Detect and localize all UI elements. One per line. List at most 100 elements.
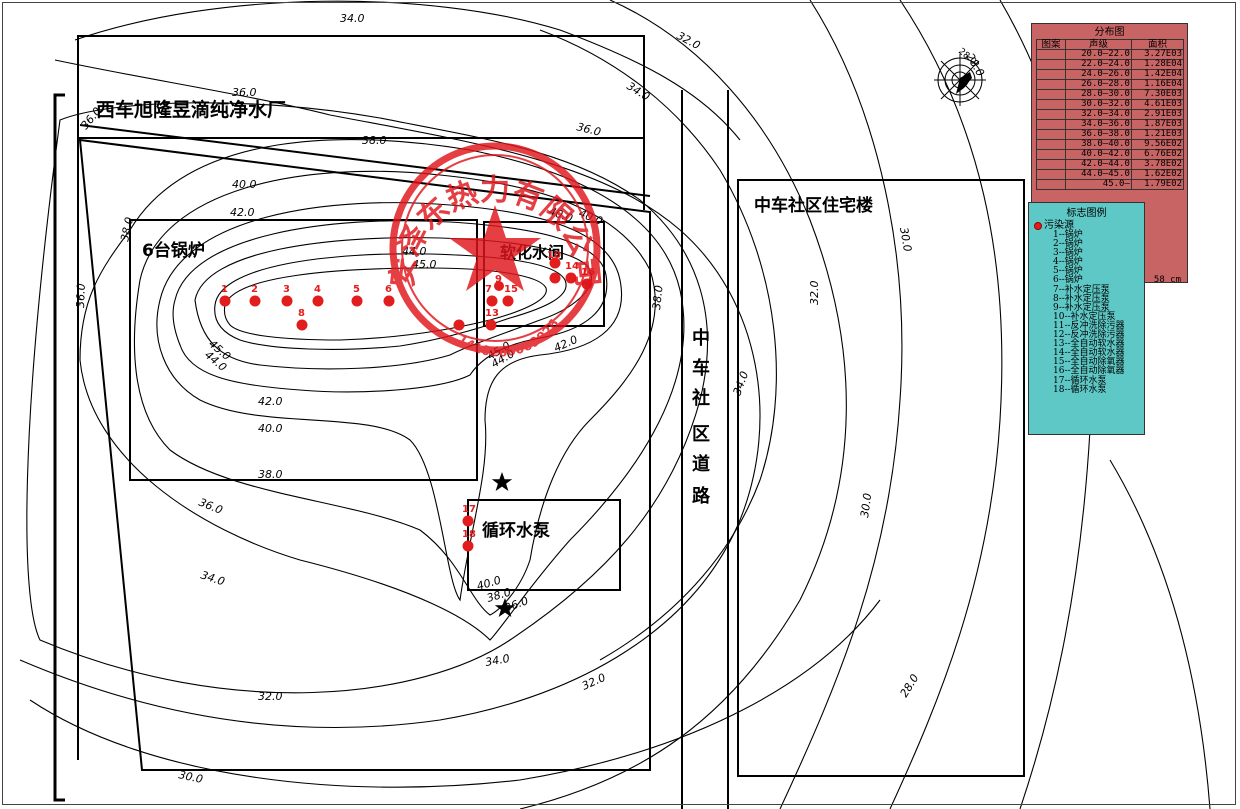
area-value: 1.16E04 <box>1130 79 1185 90</box>
level-range: 34.0—36.0 <box>1065 119 1132 130</box>
source-number: 6 <box>385 284 392 295</box>
contour-line <box>889 0 1003 809</box>
source-number: 9 <box>495 274 502 285</box>
building-labels: 西车旭隆昱滴纯净水厂 6台锅炉 软化水间 循环水泵 中车社区住宅楼 中 车 社 … <box>96 98 873 541</box>
contour-label: 36.0 <box>197 496 225 517</box>
level-range: 45.0— <box>1065 179 1132 190</box>
source-number: 4 <box>314 284 321 295</box>
source-point: 1 <box>219 284 231 307</box>
area-value: 3.78E02 <box>1130 159 1185 170</box>
legend-panel: 标志图例 污染源 1--锅炉 2--锅炉 3--锅炉 4--锅炉 5--锅炉 6--锅炉 7… <box>1028 202 1145 435</box>
star-marker-icon <box>494 598 516 617</box>
source-number: 18 <box>462 529 476 540</box>
area-value: 1.21E03 <box>1130 129 1185 140</box>
distribution-row: 26.0—28.0 1.16E04 <box>1036 79 1185 90</box>
area-value: 4.61E03 <box>1130 99 1185 110</box>
level-range: 32.0—34.0 <box>1065 109 1132 120</box>
contour-label: 38.0 <box>118 216 136 243</box>
legend-item: 2--锅炉 <box>1053 239 1083 250</box>
legend-item: 4--锅炉 <box>1053 257 1083 268</box>
legend-item: 7--补水定压泵 <box>1053 284 1110 295</box>
area-value: 2.91E03 <box>1130 109 1185 120</box>
source-number: 3 <box>283 284 290 295</box>
pattern-swatch <box>1036 79 1066 90</box>
source-point: 5 <box>351 284 363 307</box>
level-range: 30.0—32.0 <box>1065 99 1132 110</box>
contour-line <box>19 59 761 729</box>
distribution-title: 分布图 <box>1094 27 1125 38</box>
boiler-room-label: 6台锅炉 <box>142 240 205 261</box>
contour-label: 42.0 <box>230 206 255 219</box>
contour-line <box>74 0 741 141</box>
pattern-swatch <box>1036 169 1066 180</box>
legend-item: 12--反冲洗除污器 <box>1053 330 1125 341</box>
header-area: 面积 <box>1130 39 1185 50</box>
source-dot-icon <box>1034 221 1042 230</box>
contour-line <box>519 0 847 809</box>
contour-label: 30.0 <box>177 768 204 786</box>
star-marker-icon <box>491 472 513 491</box>
road-char: 路 <box>692 485 711 507</box>
area-value: 1.42E04 <box>1130 69 1185 80</box>
water-plant-label: 西车旭隆昱滴纯净水厂 <box>96 98 286 121</box>
contour-label: 32.0 <box>258 690 283 703</box>
distribution-row: 24.0—26.0 1.42E04 <box>1036 69 1185 80</box>
contour-line <box>214 253 567 350</box>
contour-line <box>223 267 547 341</box>
contour-label: 32.0 <box>808 281 821 306</box>
contour-label: 34.0 <box>624 80 652 104</box>
area-value: 6.76E02 <box>1130 149 1185 160</box>
contour-label: 42.0 <box>258 395 283 408</box>
source-point: 17 <box>462 504 476 527</box>
legend-item: 14--全自动软水器 <box>1053 348 1125 359</box>
level-range: 42.0—44.0 <box>1065 159 1132 170</box>
area-value: 3.27E03 <box>1130 49 1185 60</box>
source-number: 1 <box>221 284 228 295</box>
residential-outline <box>737 179 1025 777</box>
legend-item: 9--补水定压泵 <box>1053 302 1110 313</box>
legend-item: 3--锅炉 <box>1053 248 1083 259</box>
source-point: 3 <box>281 284 293 307</box>
level-range: 24.0—26.0 <box>1065 69 1132 80</box>
level-range: 26.0—28.0 <box>1065 79 1132 90</box>
stamp-star-icon <box>449 205 541 291</box>
building-outlines <box>53 35 1025 809</box>
source-point: 14 <box>565 261 579 284</box>
contour-label: 40.0 <box>475 574 502 593</box>
contour-label: 40.0 <box>232 178 257 191</box>
distribution-row: 36.0—38.0 1.21E03 <box>1036 129 1185 140</box>
pattern-swatch <box>1036 179 1066 190</box>
level-range: 38.0—40.0 <box>1065 139 1132 150</box>
source-point: 7 <box>485 284 498 307</box>
area-value: 9.56E02 <box>1130 139 1185 150</box>
source-point: 9 <box>494 274 504 291</box>
source-point: 12 <box>549 272 561 284</box>
pattern-swatch <box>1036 149 1066 160</box>
contour-line <box>156 202 622 602</box>
source-number: 15 <box>504 284 518 295</box>
source-point: 13 <box>485 308 499 331</box>
source-number: 16 <box>581 267 595 278</box>
monitoring-points <box>491 472 516 617</box>
level-range: 40.0—42.0 <box>1065 149 1132 160</box>
contour-label: 28.0 <box>898 672 922 700</box>
pattern-swatch <box>1036 59 1066 70</box>
source-point: 10 <box>547 250 561 269</box>
source-point: 6 <box>383 284 395 307</box>
contour-line <box>539 29 777 661</box>
distribution-table-panel: 分布图 图案 声级 面积 20.0—22.0 3.27E03 22.0—24.0 1.… <box>1031 23 1188 283</box>
contour-line <box>26 102 709 694</box>
contour-label: 38.0 <box>258 468 283 481</box>
site-boundary <box>77 36 645 760</box>
source-number: 17 <box>462 504 476 515</box>
contour-label: 45.0 <box>412 258 437 271</box>
distribution-row: 40.0—42.0 6.76E02 <box>1036 149 1185 160</box>
road-char: 区 <box>692 424 710 445</box>
residential-label: 中车社区住宅楼 <box>754 195 873 216</box>
source-point: 11 <box>453 319 465 331</box>
contour-label: 34.0 <box>199 568 226 588</box>
legend-item: 6--锅炉 <box>1053 275 1083 286</box>
pattern-swatch <box>1036 99 1066 110</box>
level-range: 28.0—30.0 <box>1065 89 1132 100</box>
